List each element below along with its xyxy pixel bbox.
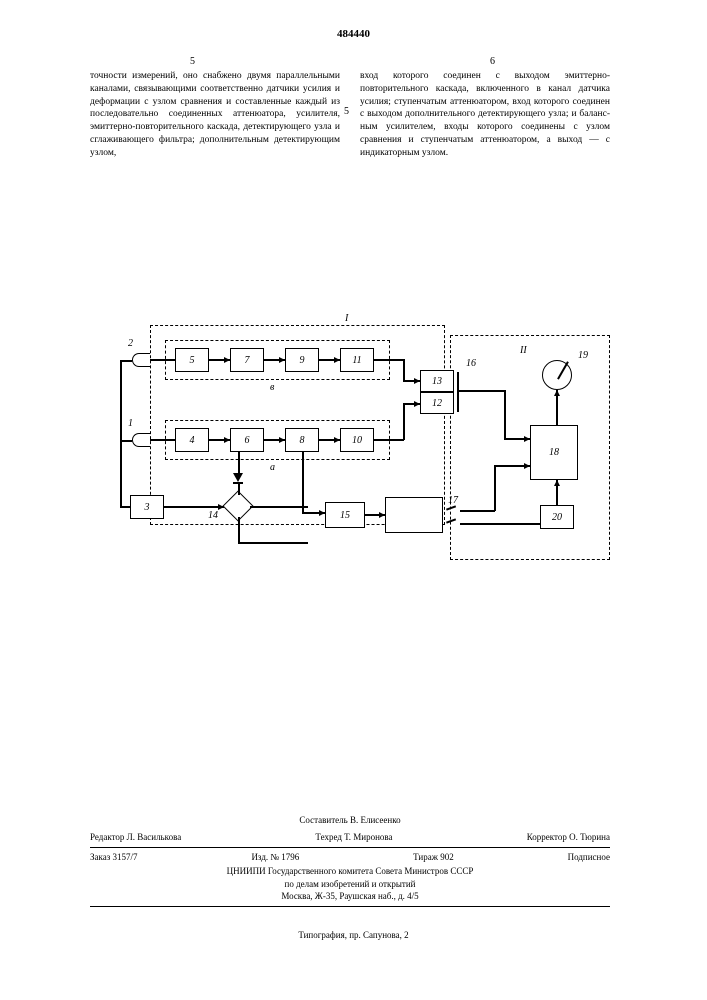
wire	[164, 506, 224, 508]
arrow	[414, 401, 420, 407]
diode-icon	[233, 473, 243, 482]
wire	[465, 390, 505, 392]
edition: Изд. № 1796	[251, 851, 299, 864]
block-diagram: I II в а 2 1 5 7 9 11 4 6 8 10 3 14 13 1…	[90, 310, 620, 600]
subscription: Подписное	[568, 851, 610, 864]
block-20: 20	[540, 505, 574, 529]
wire-pot2	[457, 390, 465, 392]
wire	[238, 517, 240, 542]
block-7: 7	[230, 348, 264, 372]
wire	[374, 359, 404, 361]
arrow	[524, 436, 530, 442]
block-19	[542, 360, 572, 390]
arrow	[279, 357, 285, 363]
editor: Редактор Л. Василькова	[90, 831, 181, 844]
block-18: 18	[530, 425, 578, 480]
arrow	[279, 437, 285, 443]
wire	[494, 465, 496, 511]
wire	[250, 506, 308, 508]
techred: Техред Т. Миронова	[315, 831, 392, 844]
body-text-left: точности измерений, оно снабжено двумя п…	[90, 70, 340, 160]
wire	[150, 439, 175, 441]
channel-v-label: в	[270, 382, 274, 393]
label-1: 1	[128, 418, 133, 429]
compiler: Составитель В. Елисеенко	[90, 814, 610, 827]
sensor-2	[132, 353, 150, 367]
arrow	[334, 357, 340, 363]
block-15: 15	[325, 502, 365, 528]
wire	[302, 452, 304, 512]
column-number-left: 5	[190, 56, 195, 67]
wire	[238, 483, 240, 495]
section-II-label: II	[520, 345, 527, 356]
tirage: Тираж 902	[413, 851, 454, 864]
wire	[120, 360, 132, 362]
arrow	[414, 378, 420, 384]
block-9: 9	[285, 348, 319, 372]
wire	[403, 359, 405, 381]
block-5: 5	[175, 348, 209, 372]
arrow	[224, 357, 230, 363]
arrow	[524, 463, 530, 469]
margin-ref: 5	[344, 106, 349, 117]
wire	[460, 510, 495, 512]
arrow	[218, 504, 224, 510]
order: Заказ 3157/7	[90, 851, 138, 864]
wire	[460, 523, 540, 525]
org1: ЦНИИПИ Государственного комитета Совета …	[90, 865, 610, 878]
corrector: Корректор О. Тюрина	[527, 831, 610, 844]
section-I-label: I	[345, 313, 348, 324]
block-10: 10	[340, 428, 374, 452]
patent-number: 484440	[337, 28, 370, 40]
label-16: 16	[466, 358, 476, 369]
arrow	[224, 437, 230, 443]
arrow	[554, 480, 560, 486]
block-4: 4	[175, 428, 209, 452]
label-17: 17	[448, 495, 458, 506]
wire	[238, 542, 308, 544]
block-3: 3	[130, 495, 164, 519]
block-8: 8	[285, 428, 319, 452]
block-6: 6	[230, 428, 264, 452]
wire	[150, 359, 175, 361]
channel-a-label: а	[270, 462, 275, 473]
sensor-1	[132, 433, 150, 447]
column-number-right: 6	[490, 56, 495, 67]
label-14: 14	[208, 510, 218, 521]
wire	[403, 403, 405, 440]
typography-line: Типография, пр. Сапунова, 2	[298, 930, 408, 940]
block-12: 12	[420, 392, 454, 414]
arrow	[334, 437, 340, 443]
meter-needle	[557, 361, 568, 379]
arrow	[319, 510, 325, 516]
body-text-right: вход которого соединен с выходом эмиттер…	[360, 70, 610, 160]
wire-pot	[457, 372, 459, 412]
org2: по делам изобретений и открытий	[90, 878, 610, 891]
wire	[374, 439, 404, 441]
wire	[120, 440, 132, 442]
credits-block: Составитель В. Елисеенко Редактор Л. Вас…	[90, 814, 610, 910]
block-17-box	[385, 497, 443, 533]
wire	[504, 390, 506, 440]
arrow	[379, 512, 385, 518]
wire	[120, 506, 130, 508]
block-13: 13	[420, 370, 454, 392]
label-19: 19	[578, 350, 588, 361]
block-11: 11	[340, 348, 374, 372]
label-2: 2	[128, 338, 133, 349]
address: Москва, Ж-35, Раушская наб., д. 4/5	[90, 890, 610, 903]
arrow	[554, 390, 560, 396]
wire	[238, 452, 240, 474]
wire	[120, 360, 122, 507]
